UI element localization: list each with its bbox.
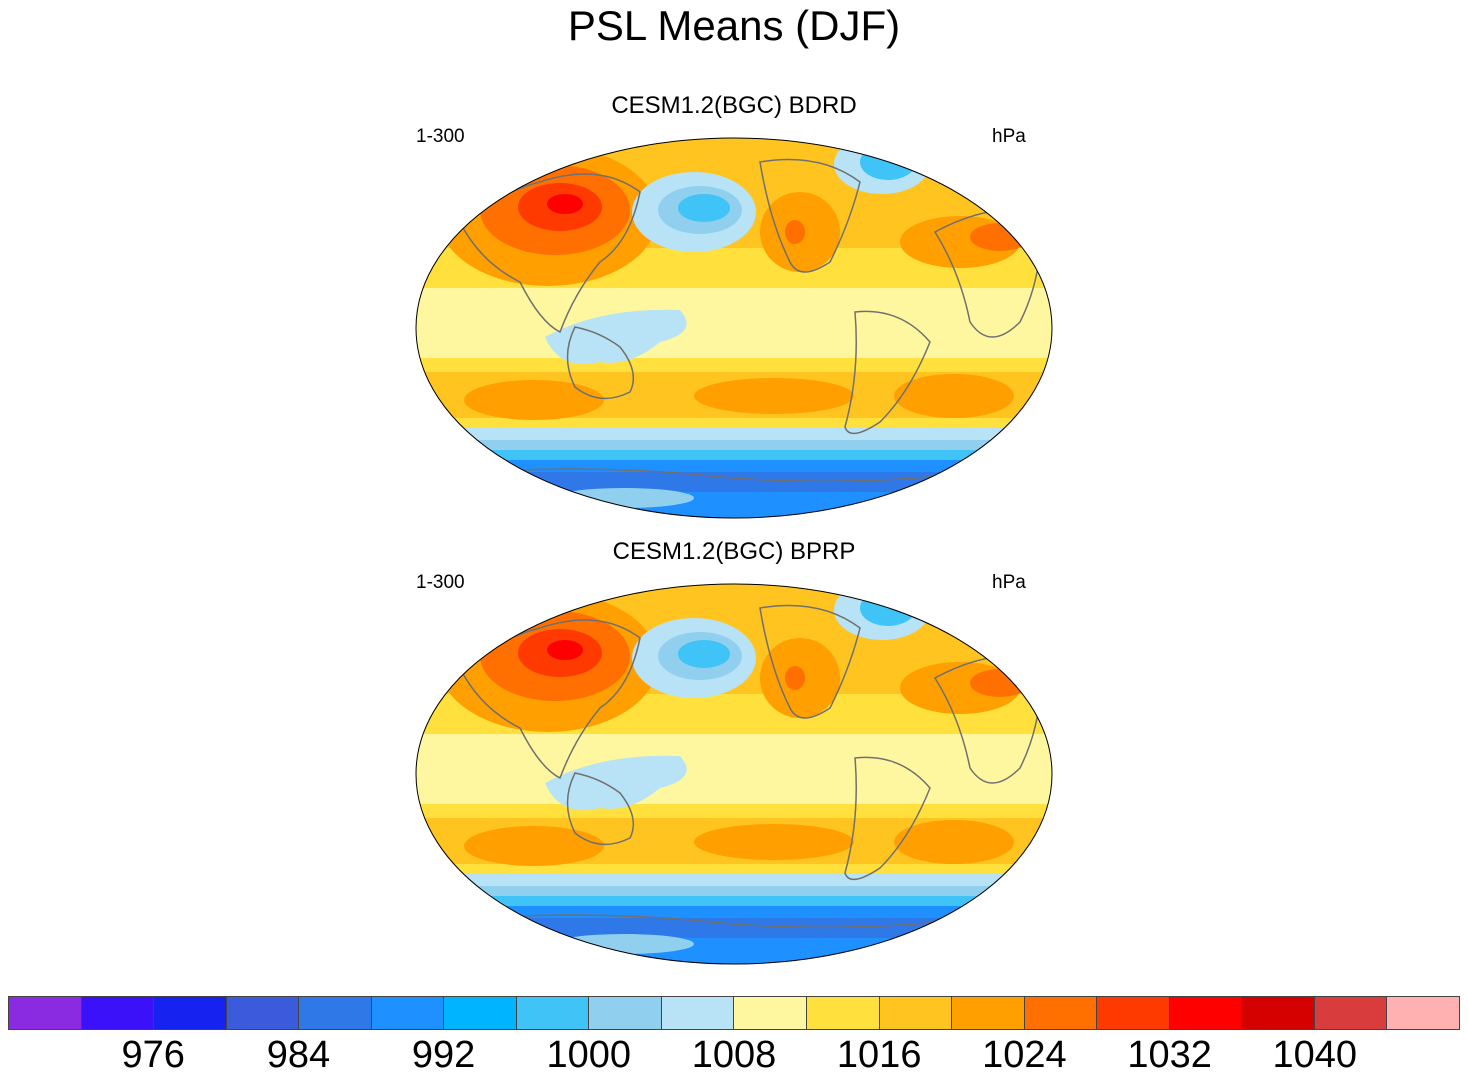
southern-low-5 [416, 472, 1052, 492]
siberian-high-core [547, 640, 583, 660]
colorbar-tick-label: 1000 [546, 1034, 632, 1076]
indian-ocean-high [464, 826, 604, 866]
panel-left-label: 1-300 [416, 572, 465, 593]
colorbar-box [1314, 997, 1388, 1029]
south-atlantic-high [894, 820, 1014, 864]
colorbar-box [299, 997, 372, 1029]
panel-title: CESM1.2(BGC) BPRP [612, 538, 856, 565]
siberian-high-core [547, 194, 583, 214]
colorbar-box [371, 997, 445, 1029]
colorbar-box [154, 997, 227, 1029]
north-american-high-core [785, 220, 805, 244]
panel-units-label: hPa [992, 572, 1026, 593]
colorbar-box [9, 997, 82, 1029]
colorbar-box [516, 997, 590, 1029]
antarctica-coastline [479, 914, 961, 929]
figure-title: PSL Means (DJF) [567, 2, 901, 49]
north-america-coastline [759, 604, 861, 719]
south-pacific-high [694, 824, 854, 860]
antarctic-plateau [554, 934, 694, 954]
map-panel-bdrd: CESM1.2(BGC) BDRD 1-300 hPa [0, 92, 1468, 522]
south-america-coastline [844, 756, 931, 881]
map-border [415, 137, 1053, 519]
australia-coastline [566, 772, 635, 846]
north-american-high-core [785, 666, 805, 690]
aleutian-low-inner [678, 640, 730, 668]
colorbar-box [734, 997, 808, 1029]
map-border [415, 583, 1053, 965]
colorbar-box [1169, 997, 1243, 1029]
colorbar-box [952, 997, 1025, 1029]
maritime-low [545, 309, 687, 365]
southern-low-2 [416, 886, 1052, 896]
colorbar-box [661, 997, 735, 1029]
psl-contour-map [415, 583, 1053, 965]
southern-low-1 [416, 874, 1052, 886]
colorbar-box [589, 997, 662, 1029]
colorbar-box [1242, 997, 1315, 1029]
colorbar-box [444, 997, 517, 1029]
southern-low-4 [416, 460, 1052, 472]
asia-coastline [459, 173, 641, 334]
aleutian-low-inner [678, 194, 730, 222]
colorbar-tick-label: 992 [411, 1034, 476, 1076]
south-america-coastline [844, 310, 931, 435]
australia-coastline [566, 326, 635, 400]
colorbar [8, 996, 1460, 1030]
panel-title: CESM1.2(BGC) BDRD [611, 92, 857, 119]
colorbar-box [1097, 997, 1170, 1029]
colorbar-tick-label: 1032 [1127, 1034, 1212, 1076]
map-panel-bprp: CESM1.2(BGC) BPRP 1-300 hPa [0, 538, 1468, 968]
colorbar-tick-label: 1040 [1272, 1034, 1358, 1076]
southern-low-1 [416, 428, 1052, 440]
colorbar-tick-label: 984 [266, 1034, 331, 1076]
south-atlantic-high [894, 374, 1014, 418]
panel-left-label: 1-300 [416, 126, 465, 147]
asia-coastline [459, 619, 641, 780]
colorbar-tick-label: 976 [121, 1034, 185, 1076]
colorbar-box [807, 997, 880, 1029]
antarctic-plateau [554, 488, 694, 508]
colorbar-tick-label: 1024 [982, 1034, 1067, 1076]
antarctica-coastline [479, 468, 961, 483]
southern-low-3 [416, 450, 1052, 460]
southern-low-5 [416, 918, 1052, 938]
colorbar-box [1024, 997, 1098, 1029]
colorbar-box [226, 997, 300, 1029]
maritime-low [545, 755, 687, 811]
indian-ocean-high [464, 380, 604, 420]
north-america-coastline [759, 158, 861, 273]
southern-low-2 [416, 440, 1052, 450]
southern-low-3 [416, 896, 1052, 906]
psl-contour-map [415, 137, 1053, 519]
southern-low-4 [416, 906, 1052, 918]
colorbar-box [81, 997, 155, 1029]
colorbar-tick-label: 1008 [691, 1034, 777, 1076]
panel-units-label: hPa [992, 126, 1026, 147]
colorbar-box [1387, 997, 1459, 1029]
south-pacific-high [694, 378, 854, 414]
colorbar-tick-label: 1016 [836, 1034, 922, 1076]
colorbar-box [879, 997, 953, 1029]
